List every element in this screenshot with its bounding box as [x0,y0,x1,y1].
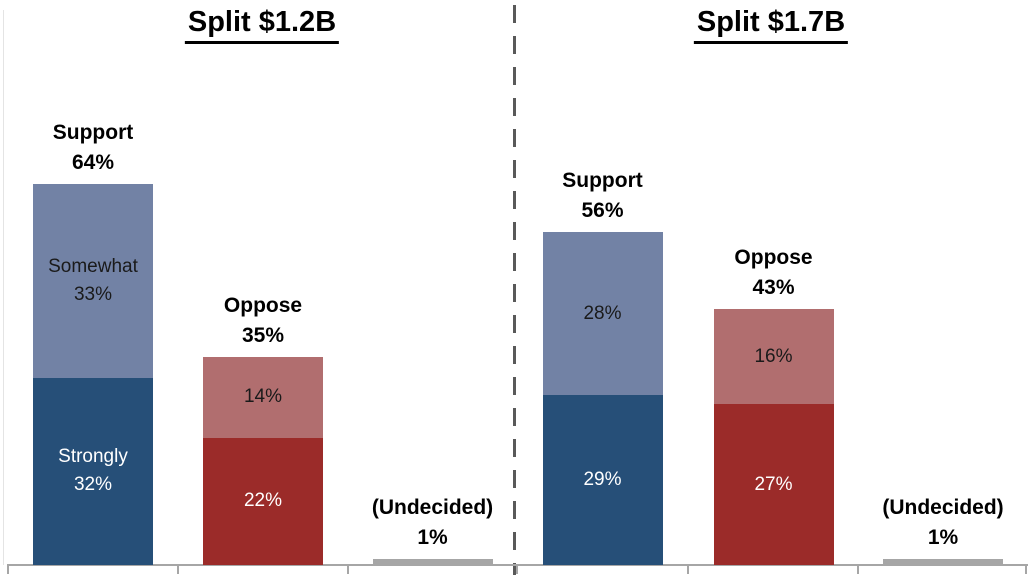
bar-segment-undecided [883,559,1003,565]
axis-tick [1025,564,1027,574]
bar-segment-label-line: Somewhat [48,255,138,277]
axis-tick [177,564,179,574]
bar-header-line: 43% [752,276,795,300]
axis-tick [857,564,859,574]
bar-header-line: 35% [241,323,285,347]
bar-segment-label-line: 28% [583,302,622,324]
bar-segment-label: 16% [754,343,792,371]
bar-segment-label-line: 29% [583,469,622,491]
plot-left-edge [3,10,4,565]
axis-tick [347,564,349,574]
bar-header-line: (Undecided) [371,496,494,520]
bar-segment-somewhat-support [33,184,153,378]
bar-segment-label: 28% [583,300,621,328]
panel-divider [513,5,516,575]
bar-header-label: Support 64% [53,118,133,178]
bar-segment-label: Strongly 32% [58,443,128,499]
bar-segment-label-line: 32% [73,474,113,496]
bar-header-label: Oppose 43% [734,243,812,303]
bar-segment-strongly-oppose [713,404,834,565]
bar-header-line: 56% [581,198,624,222]
axis-tick [516,564,518,574]
bar-segment-somewhat-oppose [713,309,834,405]
bar-segment-strongly-oppose [203,437,323,565]
bar-header-line: Support [52,121,134,145]
bar-header-line: Oppose [734,246,813,270]
bar-segment-label-line: 27% [754,473,793,495]
bar-segment-somewhat-oppose [203,356,323,438]
axis-tick [7,564,9,574]
bar-segment-label-line: 16% [754,345,793,367]
bar-header-label: Oppose 35% [224,291,302,351]
bar-segment-label: 29% [583,466,621,494]
bar-segment-label: 14% [244,383,282,411]
bar-segment-label-line: Strongly [58,446,128,468]
panel-title: Split $1.7B [693,6,849,44]
bar-segment-somewhat-support [542,231,663,396]
bar-segment-label: 22% [244,487,282,515]
bar-segment-strongly-support [542,395,663,565]
bar-header-line: 1% [417,526,448,550]
bar-segment-label: 27% [754,471,792,499]
bar-segment-label-line: 14% [243,386,283,408]
bar-segment-label-line: 33% [73,283,113,305]
bar-header-line: Support [562,168,643,192]
bar-header-label: (Undecided) 1% [372,493,493,553]
bar-segment-strongly-support [33,377,153,565]
bar-segment-label-line: 22% [243,490,283,512]
bar-segment-label: Somewhat 33% [48,253,138,309]
panel-title: Split $1.2B [184,6,340,44]
bar-header-label: (Undecided) 1% [882,493,1003,553]
bar-header-line: Oppose [223,293,303,317]
axis-tick [687,564,689,574]
bar-header-line: 64% [71,151,115,175]
bar-header-line: (Undecided) [882,496,1004,520]
bar-header-label: Support 56% [562,166,642,226]
bar-segment-undecided [372,559,493,565]
bar-header-line: 1% [927,526,959,550]
